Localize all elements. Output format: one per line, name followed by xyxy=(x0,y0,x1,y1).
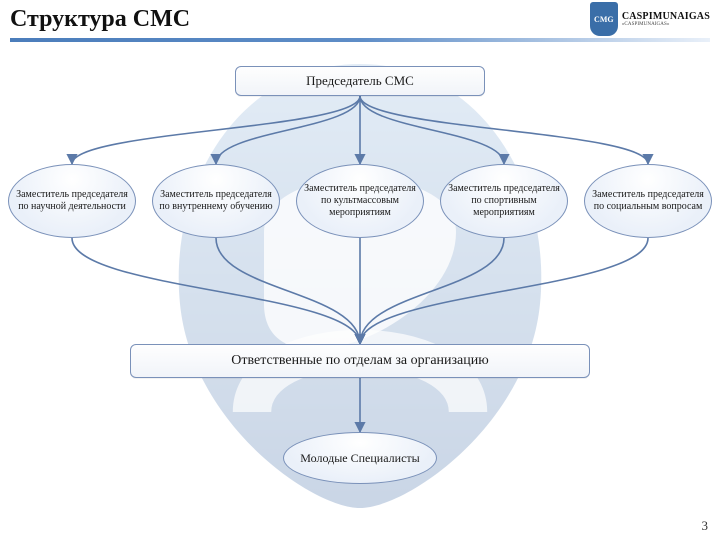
node-d3: Заместитель председателя по культмассовы… xyxy=(296,164,424,238)
node-d5: Заместитель председателя по социальным в… xyxy=(584,164,712,238)
node-root-label: Председатель СМС xyxy=(306,73,414,89)
node-resp: Ответственные по отделам за организацию xyxy=(130,344,590,378)
node-d4-label: Заместитель председателя по спортивным м… xyxy=(447,183,561,219)
node-young: Молодые Специалисты xyxy=(283,432,437,484)
slide-header: Структура СМС CMG CASPIMUNAIGAS «CASPIMU… xyxy=(0,0,720,44)
title-underline xyxy=(10,38,710,42)
node-d2-label: Заместитель председателя по внутреннему … xyxy=(159,189,273,213)
page-number: 3 xyxy=(702,518,709,534)
edge-root-d4 xyxy=(360,96,504,164)
node-d3-label: Заместитель председателя по культмассовы… xyxy=(303,183,417,219)
node-d4: Заместитель председателя по спортивным м… xyxy=(440,164,568,238)
node-root: Председатель СМС xyxy=(235,66,485,96)
node-young-label: Молодые Специалисты xyxy=(300,451,419,465)
edge-root-d2 xyxy=(216,96,360,164)
node-d5-label: Заместитель председателя по социальным в… xyxy=(591,189,705,213)
node-d1: Заместитель председателя по научной деят… xyxy=(8,164,136,238)
edge-root-d1 xyxy=(72,96,360,164)
logo-shield-icon: CMG xyxy=(590,2,618,36)
node-resp-label: Ответственные по отделам за организацию xyxy=(231,353,488,369)
edge-d5-resp xyxy=(360,238,648,344)
edge-root-d5 xyxy=(360,96,648,164)
logo-text: CASPIMUNAIGAS xyxy=(622,12,710,22)
edge-d2-resp xyxy=(216,238,360,344)
company-logo: CMG CASPIMUNAIGAS «CASPIMUNAIGAS» xyxy=(590,2,710,36)
node-d1-label: Заместитель председателя по научной деят… xyxy=(15,189,129,213)
logo-subtext: «CASPIMUNAIGAS» xyxy=(622,22,710,27)
diagram-canvas: Председатель СМС Заместитель председателя… xyxy=(0,44,720,534)
edge-d1-resp xyxy=(72,238,360,344)
node-d2: Заместитель председателя по внутреннему … xyxy=(152,164,280,238)
slide-title: Структура СМС xyxy=(10,6,190,33)
edge-d4-resp xyxy=(360,238,504,344)
